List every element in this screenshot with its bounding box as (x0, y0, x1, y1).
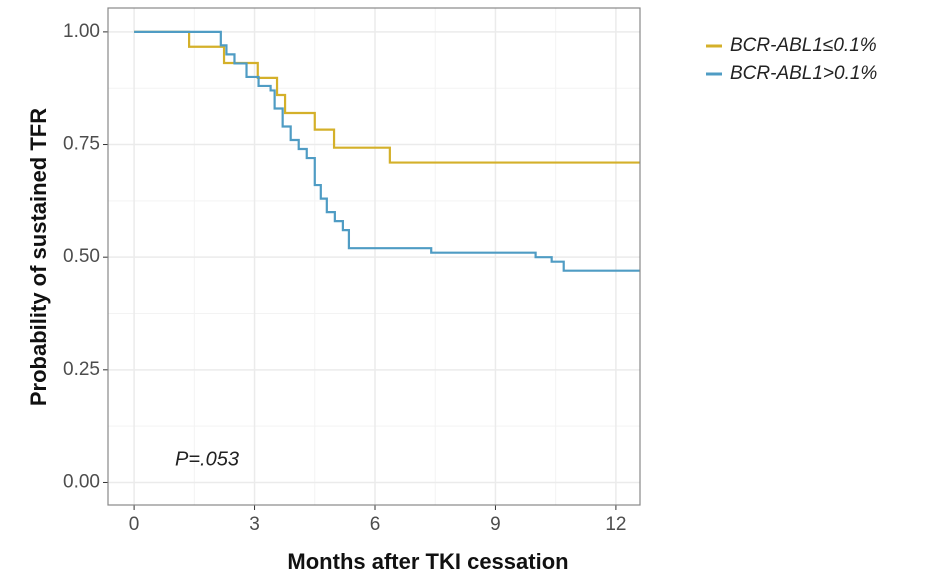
annotation: P=.053 (175, 448, 239, 470)
x-axis-title: Months after TKI cessation (287, 549, 568, 574)
x-tick-label: 6 (370, 514, 381, 535)
x-tick-label: 12 (605, 514, 626, 535)
y-tick-label: 0.50 (63, 246, 100, 267)
legend-label: BCR-ABL1>0.1% (730, 63, 877, 84)
survival-line (134, 30, 640, 272)
y-axis-title: Probability of sustained TFR (26, 108, 51, 406)
plot-border (107, 7, 641, 506)
x-tick-label: 0 (129, 514, 140, 535)
x-tick-label: 9 (490, 514, 501, 535)
legend-label: BCR-ABL1≤0.1% (730, 35, 877, 56)
y-tick-label: 0.25 (63, 359, 100, 380)
y-tick-label: 0.00 (63, 471, 100, 492)
y-tick-label: 0.75 (63, 134, 100, 155)
x-tick-label: 3 (249, 514, 260, 535)
y-tick-label: 1.00 (63, 21, 100, 42)
survival-line (134, 30, 640, 164)
